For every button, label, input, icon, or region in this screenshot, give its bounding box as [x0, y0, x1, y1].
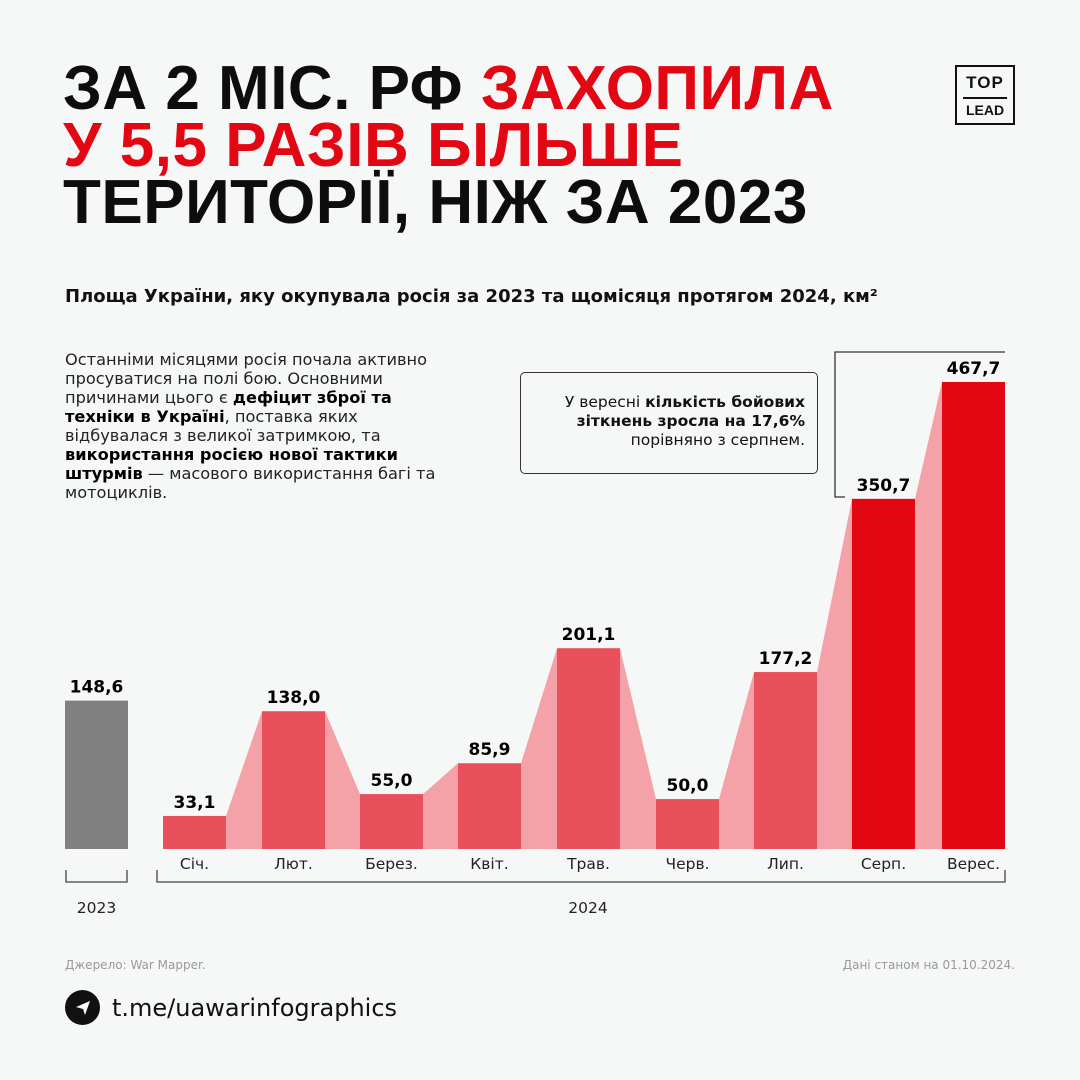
chart-title: Площа України, яку окупувала росія за 20…: [65, 286, 878, 307]
description: Останніми місяцями росія почала активно …: [65, 350, 445, 502]
group-label-2023: 2023: [77, 899, 116, 917]
connector-area: [226, 711, 262, 849]
data-date: Дані станом на 01.10.2024.: [842, 958, 1015, 972]
group-label-2024: 2024: [568, 899, 607, 917]
value-label: 138,0: [267, 688, 321, 708]
desc-bold: використання росією нової тактики штурмі…: [65, 445, 398, 483]
desc-text: Останніми місяцями росія почала активно …: [65, 350, 428, 407]
headline: ЗА 2 МІС. РФ ЗАХОПИЛА У 5,5 РАЗІВ БІЛЬШЕ…: [63, 58, 834, 237]
callout-bracket: [834, 351, 1005, 498]
connector-area: [719, 672, 754, 849]
logo-bottom: LEAD: [963, 97, 1007, 118]
telegram-icon: [65, 990, 100, 1025]
month-label: Квіт.: [470, 855, 508, 873]
bar-2023: [65, 700, 128, 849]
logo-top: TOP: [966, 73, 1004, 92]
telegram-link[interactable]: t.me/uawarinfographics: [65, 990, 397, 1025]
top-lead-logo: TOP LEAD: [955, 65, 1015, 125]
value-label: 467,7: [947, 359, 1001, 379]
connector-area: [423, 763, 458, 849]
headline-line1: ЗА 2 МІС. РФ: [63, 54, 481, 123]
month-label: Лип.: [767, 855, 804, 873]
connector-area: [325, 711, 360, 849]
value-label: 55,0: [371, 771, 413, 791]
bar-4: [458, 763, 521, 849]
value-label: 350,7: [857, 476, 911, 496]
month-label: Серп.: [861, 855, 906, 873]
value-label: 85,9: [469, 740, 511, 760]
source: Джерело: War Mapper.: [65, 958, 206, 972]
headline-line2: У 5,5 РАЗІВ БІЛЬШЕ: [63, 111, 684, 180]
callout: У вересні кількість бойових зіткнень зро…: [520, 372, 818, 474]
desc-bold: дефіцит зброї та техніки в Україні: [65, 388, 392, 426]
headline-line1-red: ЗАХОПИЛА: [480, 54, 834, 123]
bar-5: [557, 648, 620, 849]
month-label: Черв.: [665, 855, 709, 873]
connector-area: [915, 382, 942, 849]
desc-text: , поставка яких відбувалася з великої за…: [65, 407, 381, 445]
bar-6: [656, 799, 719, 849]
value-label: 201,1: [562, 625, 616, 645]
month-label: Верес.: [947, 855, 1000, 873]
bar-9: [942, 382, 1005, 849]
bracket-2024: [156, 870, 1006, 883]
bar-7: [754, 672, 817, 849]
value-label: 148,6: [70, 678, 124, 698]
callout-text: У вересні: [564, 393, 646, 411]
connector-area: [817, 498, 852, 849]
bar-8: [852, 498, 915, 849]
bar-2: [262, 711, 325, 849]
bracket-2023: [65, 870, 128, 883]
month-label: Трав.: [566, 855, 610, 873]
month-label: Лют.: [274, 855, 313, 873]
value-label: 33,1: [174, 793, 216, 813]
bar-1: [163, 815, 226, 849]
callout-bold: кількість бойових зіткнень зросла на 17,…: [576, 393, 805, 430]
month-label: Січ.: [180, 855, 209, 873]
value-label: 177,2: [759, 649, 813, 669]
headline-line3: ТЕРИТОРІЇ, НІЖ ЗА 2023: [63, 168, 808, 237]
value-label: 50,0: [667, 776, 709, 796]
telegram-url[interactable]: t.me/uawarinfographics: [112, 993, 398, 1022]
connector-area: [521, 648, 557, 849]
desc-text: — масового використання багі та мотоцикл…: [65, 464, 436, 502]
bar-3: [360, 794, 423, 849]
connector-area: [620, 648, 656, 849]
month-label: Берез.: [365, 855, 418, 873]
callout-text: порівняно з серпнем.: [630, 431, 805, 449]
